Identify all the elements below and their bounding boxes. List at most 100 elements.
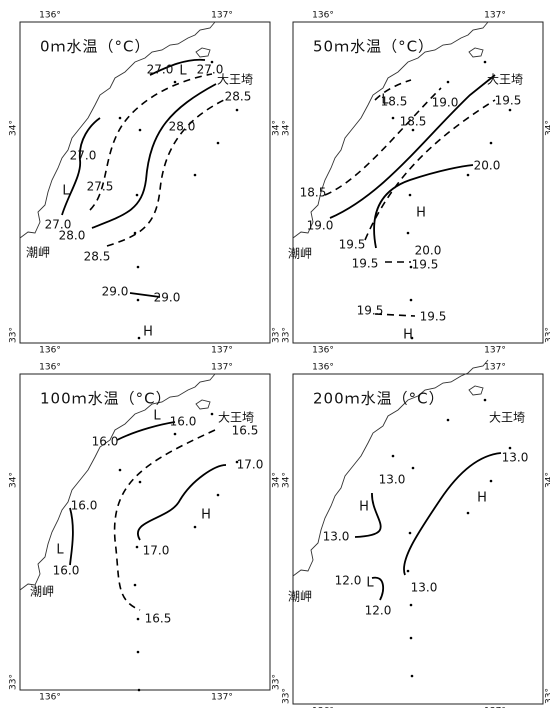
longitude-label: 136° <box>312 346 334 356</box>
contour-label: 27.0 <box>70 149 97 163</box>
contour-label: 17.0 <box>237 458 264 472</box>
station-point <box>137 299 140 302</box>
panel-frame <box>293 22 543 343</box>
isotherm <box>115 430 215 610</box>
latitude-label: 34° <box>272 120 282 136</box>
latitude-label: 33° <box>545 327 550 343</box>
station-point <box>409 194 412 197</box>
map-panel: 100ｍ水温（°C）136°136°137°137°34°34°33°33°16… <box>9 363 282 703</box>
contour-label: 19.5 <box>495 94 522 108</box>
contour-label: 28.5 <box>84 250 111 264</box>
contour-label: 27.0 <box>147 63 174 77</box>
contour-label: 19.5 <box>420 310 447 324</box>
station-point <box>392 117 395 120</box>
station-point <box>194 174 197 177</box>
isotherm <box>138 465 226 540</box>
pressure-marker: L <box>179 64 187 79</box>
panel-title: 50ｍ水温（°C） <box>313 38 434 56</box>
station-point <box>392 455 395 458</box>
contour-label: 19.5 <box>357 304 384 318</box>
station-point <box>119 117 122 120</box>
isotherm <box>92 84 216 228</box>
contour-label: 28.5 <box>225 90 252 104</box>
station-point <box>509 447 512 450</box>
latitude-label: 33° <box>9 327 19 343</box>
latitude-label: 34° <box>9 120 19 136</box>
latitude-label: 34° <box>9 472 19 488</box>
panel-title: 0ｍ水温（°C） <box>40 38 151 56</box>
longitude-label: 137° <box>211 346 233 356</box>
place-label: 潮岬 <box>288 589 312 604</box>
contour-label: 28.0 <box>59 229 86 243</box>
contour-label: 16.0 <box>170 415 197 429</box>
panel-title: 100ｍ水温（°C） <box>40 390 172 408</box>
station-point <box>410 604 413 607</box>
station-point <box>447 81 450 84</box>
pressure-marker: H <box>143 325 153 340</box>
longitude-label: 137° <box>211 363 233 373</box>
station-point <box>138 337 141 340</box>
place-label: 大王埼 <box>487 73 523 87</box>
contour-label: 19.5 <box>339 238 366 252</box>
station-point <box>411 675 414 678</box>
latitude-label: 34° <box>282 120 292 136</box>
isotherm <box>117 422 175 440</box>
pressure-marker: H <box>416 206 426 221</box>
longitude-label: 136° <box>39 363 61 373</box>
station-point <box>217 142 220 145</box>
contour-label: 27.5 <box>87 180 114 194</box>
longitude-label: 137° <box>484 363 506 373</box>
contour-label: 16.0 <box>71 499 98 513</box>
contour-label: 18.5 <box>300 186 327 200</box>
contour-label: 20.0 <box>474 159 501 173</box>
contour-label: 19.5 <box>412 258 439 272</box>
longitude-label: 136° <box>39 11 61 21</box>
station-point <box>217 494 220 497</box>
longitude-label: 136° <box>39 346 61 356</box>
station-point <box>410 637 413 640</box>
station-point <box>194 526 197 529</box>
station-point <box>412 467 415 470</box>
contour-label: 29.0 <box>102 285 129 299</box>
isotherm <box>404 453 501 575</box>
station-point <box>174 433 177 436</box>
station-point <box>467 512 470 515</box>
latitude-label: 33° <box>9 674 19 690</box>
latitude-label: 34° <box>545 120 550 136</box>
latitude-label: 33° <box>545 688 550 704</box>
contour-label: 18.5 <box>400 115 427 129</box>
station-point <box>509 109 512 112</box>
place-label: 潮岬 <box>288 246 312 261</box>
station-point <box>137 651 140 654</box>
station-point <box>490 480 493 483</box>
place-label: 大王埼 <box>217 73 253 87</box>
isotherm <box>372 578 383 600</box>
contour-label: 29.0 <box>154 291 181 305</box>
pressure-marker: H <box>359 500 369 515</box>
contour-label: 16.5 <box>232 424 259 438</box>
place-label: 大王埼 <box>489 411 525 425</box>
longitude-label: 137° <box>484 11 506 21</box>
longitude-label: 137° <box>484 346 506 356</box>
station-point <box>136 546 139 549</box>
isotherm <box>330 75 495 218</box>
station-point <box>490 142 493 145</box>
pressure-marker: L <box>62 184 70 199</box>
latitude-label: 34° <box>272 472 282 488</box>
station-point <box>138 689 141 692</box>
longitude-label: 137° <box>211 11 233 21</box>
latitude-label: 34° <box>282 472 292 488</box>
station-point <box>407 232 410 235</box>
longitude-label: 136° <box>312 363 334 373</box>
station-point <box>236 109 239 112</box>
contour-label: 12.0 <box>335 574 362 588</box>
pressure-marker: L <box>381 93 389 108</box>
station-point <box>137 266 140 269</box>
contour-label: 28.0 <box>169 120 196 134</box>
contour-label: 13.0 <box>323 530 350 544</box>
contour-label: 20.0 <box>415 244 442 258</box>
contour-label: 19.0 <box>432 96 459 110</box>
panel-title: 200ｍ水温（°C） <box>313 390 445 408</box>
contour-label: 13.0 <box>379 473 406 487</box>
